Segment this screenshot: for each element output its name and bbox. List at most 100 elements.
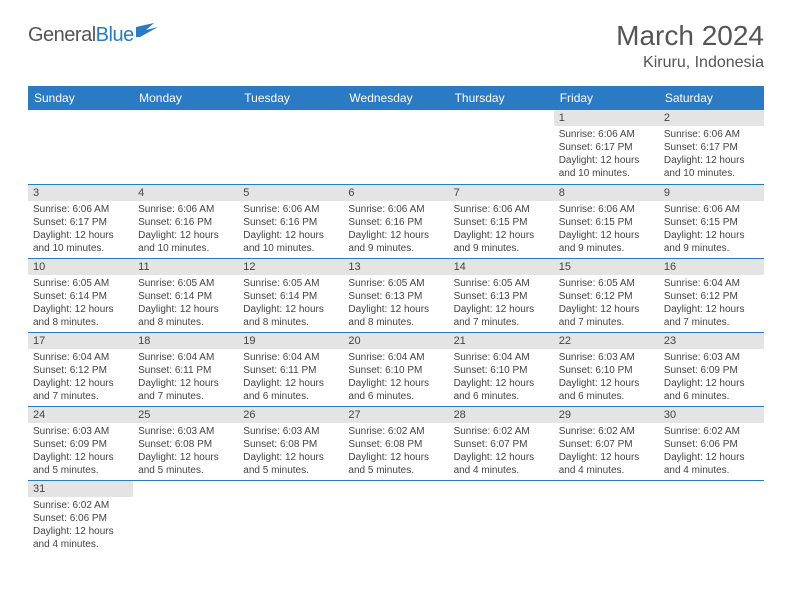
daylight-text-2: and 8 minutes.	[243, 316, 338, 329]
day-details: Sunrise: 6:03 AMSunset: 6:08 PMDaylight:…	[238, 423, 343, 480]
calendar-table: Sunday Monday Tuesday Wednesday Thursday…	[28, 86, 764, 554]
day-details: Sunrise: 6:05 AMSunset: 6:13 PMDaylight:…	[343, 275, 448, 332]
day-details: Sunrise: 6:06 AMSunset: 6:16 PMDaylight:…	[133, 201, 238, 258]
daylight-text-2: and 7 minutes.	[559, 316, 654, 329]
calendar-cell: 18Sunrise: 6:04 AMSunset: 6:11 PMDayligh…	[133, 332, 238, 406]
month-title: March 2024	[616, 20, 764, 52]
day-number: 4	[133, 185, 238, 201]
day-details: Sunrise: 6:05 AMSunset: 6:13 PMDaylight:…	[449, 275, 554, 332]
daylight-text-1: Daylight: 12 hours	[138, 229, 233, 242]
sunrise-text: Sunrise: 6:06 AM	[559, 128, 654, 141]
day-number: 15	[554, 259, 659, 275]
daylight-text-2: and 4 minutes.	[33, 538, 128, 551]
day-number: 14	[449, 259, 554, 275]
calendar-week-row: 24Sunrise: 6:03 AMSunset: 6:09 PMDayligh…	[28, 406, 764, 480]
sunrise-text: Sunrise: 6:06 AM	[559, 203, 654, 216]
sunrise-text: Sunrise: 6:03 AM	[664, 351, 759, 364]
day-details: Sunrise: 6:02 AMSunset: 6:06 PMDaylight:…	[659, 423, 764, 480]
day-number: 20	[343, 333, 448, 349]
sunset-text: Sunset: 6:12 PM	[664, 290, 759, 303]
day-number: 16	[659, 259, 764, 275]
sunset-text: Sunset: 6:08 PM	[348, 438, 443, 451]
daylight-text-2: and 5 minutes.	[138, 464, 233, 477]
sunset-text: Sunset: 6:06 PM	[33, 512, 128, 525]
sunset-text: Sunset: 6:10 PM	[454, 364, 549, 377]
daylight-text-1: Daylight: 12 hours	[559, 154, 654, 167]
calendar-cell: 8Sunrise: 6:06 AMSunset: 6:15 PMDaylight…	[554, 184, 659, 258]
day-number: 31	[28, 481, 133, 497]
calendar-cell: 30Sunrise: 6:02 AMSunset: 6:06 PMDayligh…	[659, 406, 764, 480]
weekday-header: Wednesday	[343, 86, 448, 110]
weekday-header-row: Sunday Monday Tuesday Wednesday Thursday…	[28, 86, 764, 110]
sunrise-text: Sunrise: 6:06 AM	[664, 203, 759, 216]
sunrise-text: Sunrise: 6:05 AM	[33, 277, 128, 290]
calendar-cell: 14Sunrise: 6:05 AMSunset: 6:13 PMDayligh…	[449, 258, 554, 332]
sunrise-text: Sunrise: 6:05 AM	[348, 277, 443, 290]
calendar-cell: 24Sunrise: 6:03 AMSunset: 6:09 PMDayligh…	[28, 406, 133, 480]
calendar-cell: 20Sunrise: 6:04 AMSunset: 6:10 PMDayligh…	[343, 332, 448, 406]
sunset-text: Sunset: 6:10 PM	[348, 364, 443, 377]
sunset-text: Sunset: 6:12 PM	[33, 364, 128, 377]
daylight-text-2: and 5 minutes.	[33, 464, 128, 477]
sunset-text: Sunset: 6:10 PM	[559, 364, 654, 377]
daylight-text-1: Daylight: 12 hours	[559, 451, 654, 464]
daylight-text-2: and 9 minutes.	[348, 242, 443, 255]
day-details: Sunrise: 6:03 AMSunset: 6:09 PMDaylight:…	[659, 349, 764, 406]
day-number: 29	[554, 407, 659, 423]
calendar-cell	[449, 110, 554, 184]
logo-text-2: Blue	[96, 24, 134, 47]
calendar-cell	[554, 480, 659, 554]
daylight-text-1: Daylight: 12 hours	[664, 377, 759, 390]
day-details: Sunrise: 6:05 AMSunset: 6:14 PMDaylight:…	[133, 275, 238, 332]
day-details: Sunrise: 6:05 AMSunset: 6:14 PMDaylight:…	[28, 275, 133, 332]
daylight-text-1: Daylight: 12 hours	[33, 525, 128, 538]
day-number: 12	[238, 259, 343, 275]
day-details: Sunrise: 6:05 AMSunset: 6:14 PMDaylight:…	[238, 275, 343, 332]
day-number: 9	[659, 185, 764, 201]
sunrise-text: Sunrise: 6:02 AM	[664, 425, 759, 438]
calendar-cell	[238, 110, 343, 184]
day-number: 23	[659, 333, 764, 349]
daylight-text-1: Daylight: 12 hours	[454, 303, 549, 316]
daylight-text-2: and 10 minutes.	[243, 242, 338, 255]
calendar-cell	[343, 480, 448, 554]
sunset-text: Sunset: 6:13 PM	[348, 290, 443, 303]
calendar-cell: 25Sunrise: 6:03 AMSunset: 6:08 PMDayligh…	[133, 406, 238, 480]
daylight-text-1: Daylight: 12 hours	[33, 303, 128, 316]
calendar-cell: 4Sunrise: 6:06 AMSunset: 6:16 PMDaylight…	[133, 184, 238, 258]
day-details: Sunrise: 6:06 AMSunset: 6:16 PMDaylight:…	[238, 201, 343, 258]
daylight-text-2: and 8 minutes.	[138, 316, 233, 329]
sunset-text: Sunset: 6:08 PM	[138, 438, 233, 451]
daylight-text-1: Daylight: 12 hours	[664, 229, 759, 242]
daylight-text-1: Daylight: 12 hours	[559, 377, 654, 390]
logo: GeneralBlue	[28, 20, 158, 51]
day-details: Sunrise: 6:03 AMSunset: 6:09 PMDaylight:…	[28, 423, 133, 480]
calendar-cell	[133, 110, 238, 184]
sunrise-text: Sunrise: 6:02 AM	[559, 425, 654, 438]
daylight-text-1: Daylight: 12 hours	[138, 377, 233, 390]
daylight-text-1: Daylight: 12 hours	[33, 377, 128, 390]
daylight-text-2: and 7 minutes.	[138, 390, 233, 403]
sunrise-text: Sunrise: 6:04 AM	[664, 277, 759, 290]
sunset-text: Sunset: 6:17 PM	[664, 141, 759, 154]
day-number: 22	[554, 333, 659, 349]
daylight-text-1: Daylight: 12 hours	[559, 303, 654, 316]
day-number: 2	[659, 110, 764, 126]
calendar-cell	[449, 480, 554, 554]
sunset-text: Sunset: 6:14 PM	[138, 290, 233, 303]
daylight-text-2: and 6 minutes.	[454, 390, 549, 403]
day-details: Sunrise: 6:04 AMSunset: 6:10 PMDaylight:…	[343, 349, 448, 406]
calendar-cell: 28Sunrise: 6:02 AMSunset: 6:07 PMDayligh…	[449, 406, 554, 480]
sunrise-text: Sunrise: 6:03 AM	[33, 425, 128, 438]
day-number: 25	[133, 407, 238, 423]
daylight-text-1: Daylight: 12 hours	[559, 229, 654, 242]
calendar-cell: 12Sunrise: 6:05 AMSunset: 6:14 PMDayligh…	[238, 258, 343, 332]
daylight-text-1: Daylight: 12 hours	[243, 303, 338, 316]
daylight-text-2: and 7 minutes.	[664, 316, 759, 329]
day-number: 28	[449, 407, 554, 423]
day-number: 11	[133, 259, 238, 275]
daylight-text-1: Daylight: 12 hours	[348, 303, 443, 316]
daylight-text-1: Daylight: 12 hours	[138, 303, 233, 316]
daylight-text-2: and 4 minutes.	[559, 464, 654, 477]
day-number: 13	[343, 259, 448, 275]
